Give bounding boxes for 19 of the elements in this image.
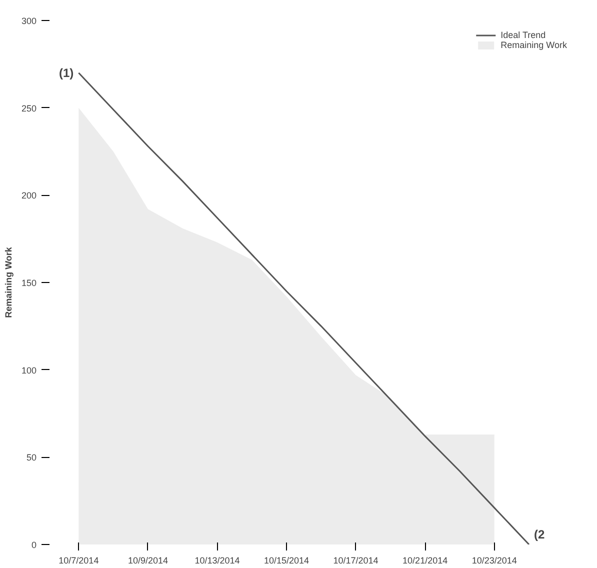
x-tick-label: 10/7/2014	[58, 556, 99, 566]
annotation: (1)	[59, 66, 74, 80]
y-tick-label: 250	[21, 103, 37, 114]
x-tick-label: 10/17/2014	[333, 556, 378, 566]
x-tick-label: 10/15/2014	[264, 556, 310, 566]
y-tick-label: 100	[21, 365, 37, 376]
y-tick-label: 300	[21, 16, 37, 26]
y-tick-label: 50	[26, 452, 37, 463]
annotation: (2	[534, 528, 545, 542]
x-tick-label: 10/23/2014	[472, 556, 517, 566]
x-tick-label: 10/13/2014	[194, 556, 240, 566]
x-tick-label: 10/9/2014	[128, 556, 168, 566]
x-tick-label: 10/21/2014	[402, 556, 448, 566]
y-tick-label: 200	[21, 190, 37, 201]
legend-label: Ideal Trend	[500, 30, 546, 40]
legend-label: Remaining Work	[500, 40, 567, 50]
y-tick-label: 150	[21, 278, 37, 288]
y-axis-title: Remaining Work	[3, 246, 14, 318]
y-tick-label: 0	[31, 540, 37, 550]
